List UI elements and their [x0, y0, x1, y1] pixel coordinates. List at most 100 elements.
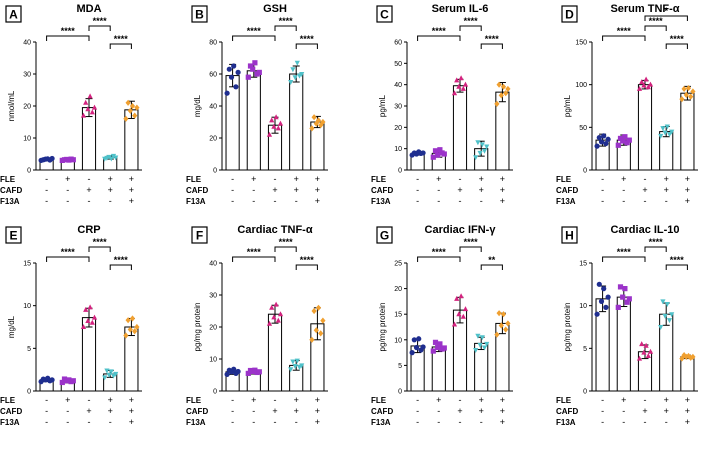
group-sign: +	[500, 185, 505, 195]
data-point	[669, 312, 675, 318]
bar	[680, 356, 695, 392]
y-tick-label: 5	[27, 346, 31, 353]
data-point	[269, 117, 275, 123]
data-point	[451, 90, 458, 96]
data-point	[256, 369, 262, 375]
panel-letter: D	[565, 8, 574, 22]
significance-label: **	[488, 255, 496, 265]
panel-letter-box	[376, 5, 393, 23]
data-point	[645, 84, 651, 90]
group-sign: +	[65, 174, 70, 184]
data-point	[658, 325, 664, 330]
group-sign: -	[437, 417, 440, 427]
group-row-label: CAFD	[556, 186, 578, 195]
data-point	[245, 370, 251, 376]
data-point	[125, 99, 131, 106]
data-point	[273, 114, 279, 120]
y-tick-label: 100	[575, 82, 587, 89]
data-point	[658, 133, 664, 139]
bar	[452, 85, 468, 171]
data-point	[226, 66, 232, 72]
data-point	[290, 359, 296, 365]
data-point	[456, 311, 462, 317]
group-sign: +	[664, 395, 669, 405]
data-point	[123, 332, 129, 339]
y-axis-label: nmol/mL	[7, 90, 16, 121]
y-tick-label: 20	[209, 136, 217, 143]
group-sign: +	[642, 406, 647, 416]
data-point	[685, 84, 692, 92]
data-point	[247, 63, 254, 69]
data-point	[681, 352, 687, 359]
data-point	[294, 60, 300, 66]
group-sign: -	[88, 174, 91, 184]
group-sign: +	[129, 395, 134, 405]
significance-label: ****	[432, 26, 447, 36]
data-point	[313, 120, 319, 127]
data-point	[49, 377, 55, 383]
significance-bracket	[274, 25, 297, 31]
data-point	[498, 92, 504, 99]
y-tick-label: 60	[394, 40, 402, 47]
data-point	[432, 339, 439, 345]
data-point	[496, 310, 502, 317]
data-point	[479, 335, 485, 341]
group-sign: -	[274, 174, 277, 184]
y-tick-label: 40	[209, 261, 217, 268]
group-sign: -	[45, 185, 48, 195]
data-point	[294, 358, 300, 364]
group-sign: -	[231, 406, 234, 416]
group-sign: -	[622, 196, 625, 206]
panel-letter: B	[195, 8, 204, 22]
y-tick-label: 20	[209, 325, 217, 332]
data-point	[83, 99, 89, 105]
data-point	[106, 154, 112, 160]
y-tick-label: 20	[394, 125, 402, 132]
group-sign: -	[622, 185, 625, 195]
group-sign: -	[416, 185, 419, 195]
group-sign: -	[66, 406, 69, 416]
data-point	[601, 133, 607, 139]
group-sign: -	[231, 185, 234, 195]
chart-title: GSH	[263, 3, 287, 15]
data-point	[411, 337, 417, 343]
significance-bracket	[644, 15, 688, 21]
significance-label: ****	[485, 34, 500, 44]
group-sign: -	[88, 395, 91, 405]
data-point	[462, 306, 469, 312]
group-sign: -	[437, 196, 440, 206]
y-tick-label: 15	[23, 261, 31, 268]
data-point	[299, 72, 305, 77]
significance-label: ****	[617, 247, 632, 257]
y-tick-label: 10	[394, 337, 402, 344]
group-sign: -	[252, 185, 255, 195]
group-sign: -	[231, 417, 234, 427]
y-axis-label: pg/mL	[563, 94, 572, 117]
data-point	[409, 350, 415, 356]
data-point	[496, 81, 502, 88]
data-point	[681, 85, 687, 93]
significance-bracket	[295, 264, 318, 270]
data-point	[275, 125, 281, 131]
data-point	[500, 311, 507, 318]
group-sign: +	[129, 406, 134, 416]
group-sign: -	[665, 417, 668, 427]
data-point	[231, 63, 237, 69]
data-point	[113, 155, 119, 161]
y-tick-label: 0	[398, 168, 402, 175]
data-point	[70, 378, 76, 384]
data-point	[288, 80, 294, 85]
group-sign: -	[45, 196, 48, 206]
y-tick-label: 10	[23, 303, 31, 310]
data-point	[108, 369, 114, 375]
data-point	[500, 83, 507, 90]
group-sign: +	[500, 196, 505, 206]
group-sign: -	[601, 196, 604, 206]
y-tick-label: 150	[575, 40, 587, 47]
data-point	[311, 307, 317, 315]
group-row-label: CAFD	[186, 407, 208, 416]
data-point	[435, 152, 441, 158]
panel-f: F Cardiac TNF-α 0 10 20 30 40 pg/mg protein ****…	[186, 224, 328, 427]
group-row-label: FLE	[186, 175, 202, 184]
data-point	[235, 368, 241, 375]
